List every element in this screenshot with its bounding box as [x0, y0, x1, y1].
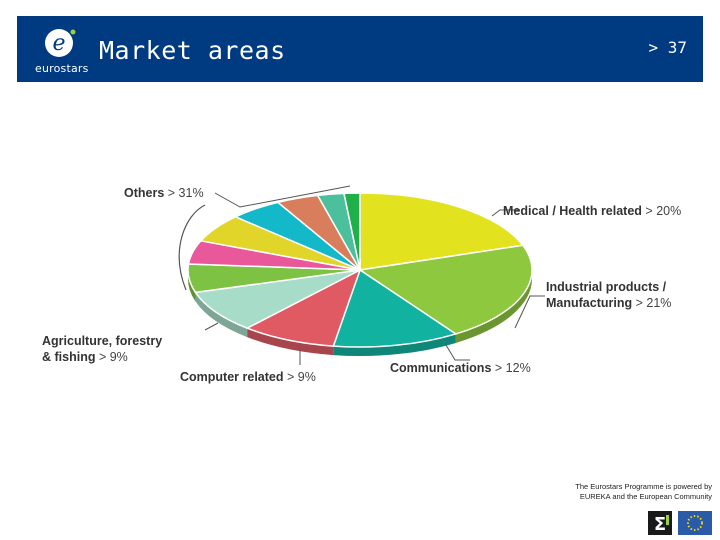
leader-industrial	[514, 295, 545, 329]
label-agriculture: Agriculture, forestry & fishing > 9%	[42, 334, 163, 364]
header-bar: e eurostars Market areas > 37	[17, 16, 703, 82]
leader-agriculture	[204, 322, 219, 331]
label-medical: Medical / Health related > 20%	[503, 204, 682, 218]
eu-stars-icon	[687, 515, 703, 531]
pie-slice-11	[343, 192, 361, 271]
logo-text: eurostars	[35, 62, 89, 75]
others-bracket	[178, 204, 206, 291]
pie-slice-side-4	[195, 292, 248, 338]
footer-text: The Eurostars Programme is powered by EU…	[575, 482, 712, 501]
label-others: Others > 31%	[124, 186, 204, 200]
label-computer: Computer related > 9%	[180, 370, 316, 384]
svg-text:e: e	[52, 31, 65, 56]
label-industrial: Industrial products / Manufacturing > 21…	[546, 280, 672, 310]
eurostars-e-icon: e	[45, 29, 76, 57]
leader-others	[214, 185, 351, 208]
leader-communications	[445, 344, 470, 361]
pie-slice-side-5	[188, 270, 196, 302]
pie-slice-1	[357, 244, 533, 335]
eu-flag-logo	[678, 511, 712, 535]
pie-slice-side-2	[333, 333, 456, 356]
leader-medical	[491, 209, 520, 217]
page-title: Market areas	[99, 36, 286, 65]
svg-text:Σ: Σ	[654, 514, 666, 535]
slide-number: > 37	[648, 38, 687, 57]
pie-slice-2	[332, 268, 458, 348]
eurostars-logo: e eurostars	[35, 26, 95, 76]
label-communications: Communications > 12%	[390, 361, 531, 375]
pie-slice-4	[194, 269, 361, 329]
eureka-logo: Σ	[648, 511, 672, 535]
pie-slice-side-3	[247, 328, 334, 356]
pie-slice-side-1	[455, 270, 532, 343]
pie-slice-3	[245, 268, 362, 347]
sigma-icon: Σ	[654, 514, 669, 535]
